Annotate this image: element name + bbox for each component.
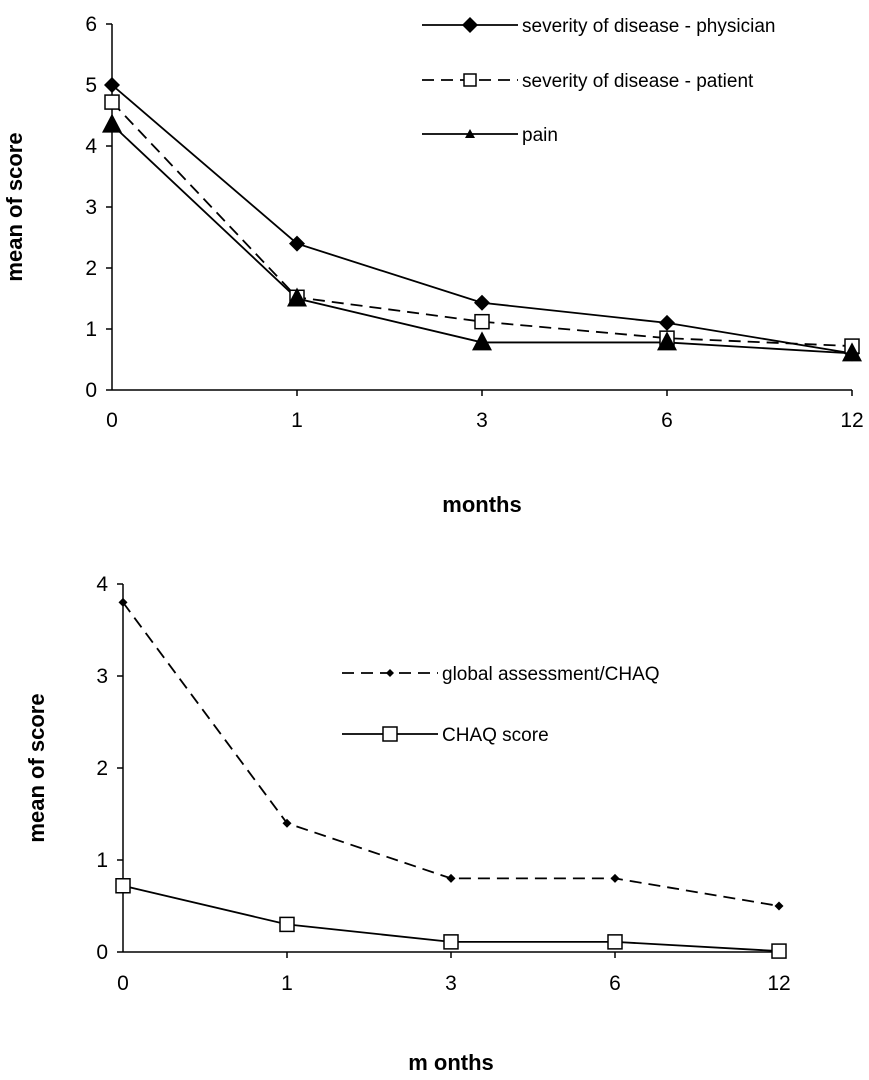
chart-1-plot-area	[102, 77, 862, 362]
chart-2-series-1-point	[282, 818, 292, 828]
chart-1-series-3-point	[102, 113, 122, 133]
chart-1-x-axis: 0 1 3 6 12	[106, 389, 864, 432]
chart-2-legend-label: CHAQ score	[442, 725, 549, 746]
chart-1-legend: severity of disease - physician severity…	[422, 16, 775, 146]
chart-2-series-2-point	[607, 934, 623, 950]
chart-2-ytick-label: 2	[96, 757, 108, 780]
chart-2: 4 3 2 1 0 0 1 3 6 12 mean of score m ont…	[24, 573, 791, 1075]
chart-2-xtick-label: 6	[609, 972, 621, 995]
chart-2-series-1-point	[446, 873, 456, 883]
chart-1-series-1-point	[659, 314, 675, 331]
chart-2-legend-entry: global assessment/CHAQ	[342, 664, 660, 685]
chart-1-legend-label: severity of disease - patient	[522, 71, 754, 92]
chart-1-ytick-label: 4	[85, 135, 97, 158]
chart-1-xtick-label: 1	[291, 409, 303, 432]
chart-1-x-axis-title: months	[442, 492, 521, 517]
chart-2-series-1-point	[610, 873, 620, 883]
chart-2-series-2-point	[443, 934, 459, 950]
chart-2-ytick-label: 4	[96, 573, 108, 596]
chart-1-xtick-label: 12	[840, 409, 863, 432]
chart-1-series-1-point	[474, 294, 490, 311]
chart-2-y-axis: 4 3 2 1 0	[96, 573, 124, 964]
chart-2-xtick-label: 12	[767, 972, 790, 995]
chart-1-xtick-label: 3	[476, 409, 488, 432]
chart-1-legend-entry: pain	[422, 125, 558, 146]
chart-2-legend-entry: CHAQ score	[342, 725, 549, 746]
chart-2-legend-label: global assessment/CHAQ	[442, 664, 660, 685]
chart-1-series-3-point	[657, 331, 677, 351]
chart-1-series-3-point	[842, 342, 862, 362]
chart-1-ytick-label: 6	[85, 13, 97, 36]
chart-1-legend-entry: severity of disease - physician	[422, 16, 775, 37]
chart-2-ytick-label: 0	[96, 941, 108, 964]
chart-1-series-2-point	[104, 94, 120, 110]
chart-2-xtick-label: 3	[445, 972, 457, 995]
chart-1-series-1-point	[104, 77, 120, 93]
chart-2-x-axis: 0 1 3 6 12	[117, 951, 791, 995]
chart-2-xtick-label: 1	[281, 972, 293, 995]
chart-1-series-3-point	[472, 331, 492, 351]
chart-1-legend-label: severity of disease - physician	[522, 16, 775, 37]
chart-1-series-3-point	[287, 287, 307, 307]
chart-2-series-line-1	[122, 601, 780, 907]
chart-2-series-1-point	[774, 901, 784, 911]
chart-2-ytick-label: 3	[96, 665, 108, 688]
chart-1-legend-label: pain	[522, 125, 558, 146]
chart-1-legend-entry: severity of disease - patient	[422, 71, 754, 92]
chart-1-series-line-2	[111, 101, 853, 347]
chart-2-plot-area	[115, 597, 787, 959]
chart-1-y-axis-title: mean of score	[2, 132, 27, 281]
chart-1-series-2-point	[474, 313, 490, 330]
chart-1: 6 5 4 3 2 1 0 0 1 3 6 12 mean of score m…	[2, 13, 864, 517]
chart-2-series-2-point	[115, 878, 131, 894]
chart-1-y-axis: 6 5 4 3 2 1 0	[85, 13, 113, 402]
chart-2-series-2-point	[771, 943, 787, 959]
chart-1-xtick-label: 0	[106, 409, 118, 432]
chart-1-ytick-label: 3	[85, 196, 97, 219]
chart-2-series-2-point	[279, 916, 295, 933]
chart-2-y-axis-title: mean of score	[24, 693, 49, 842]
chart-2-x-axis-title: m onths	[408, 1050, 494, 1075]
chart-2-xtick-label: 0	[117, 972, 129, 995]
chart-1-ytick-label: 0	[85, 379, 97, 402]
chart-1-xtick-label: 6	[661, 409, 673, 432]
chart-1-ytick-label: 5	[85, 74, 97, 97]
chart-1-ytick-label: 2	[85, 257, 97, 280]
chart-2-legend: global assessment/CHAQ CHAQ score	[342, 664, 660, 746]
chart-1-ytick-label: 1	[85, 318, 97, 341]
chart-1-series-1-point	[289, 235, 305, 252]
chart-2-ytick-label: 1	[96, 849, 108, 872]
chart-2-series-1-point	[118, 597, 128, 607]
